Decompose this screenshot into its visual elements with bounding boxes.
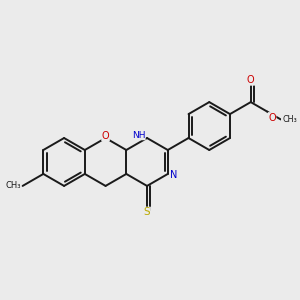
Text: S: S xyxy=(144,207,150,217)
Text: CH₃: CH₃ xyxy=(283,115,297,124)
Text: O: O xyxy=(268,112,276,123)
Text: N: N xyxy=(169,170,177,180)
Text: O: O xyxy=(102,131,110,141)
Text: CH₃: CH₃ xyxy=(5,181,21,190)
Text: NH: NH xyxy=(132,131,145,140)
Text: O: O xyxy=(247,75,255,85)
